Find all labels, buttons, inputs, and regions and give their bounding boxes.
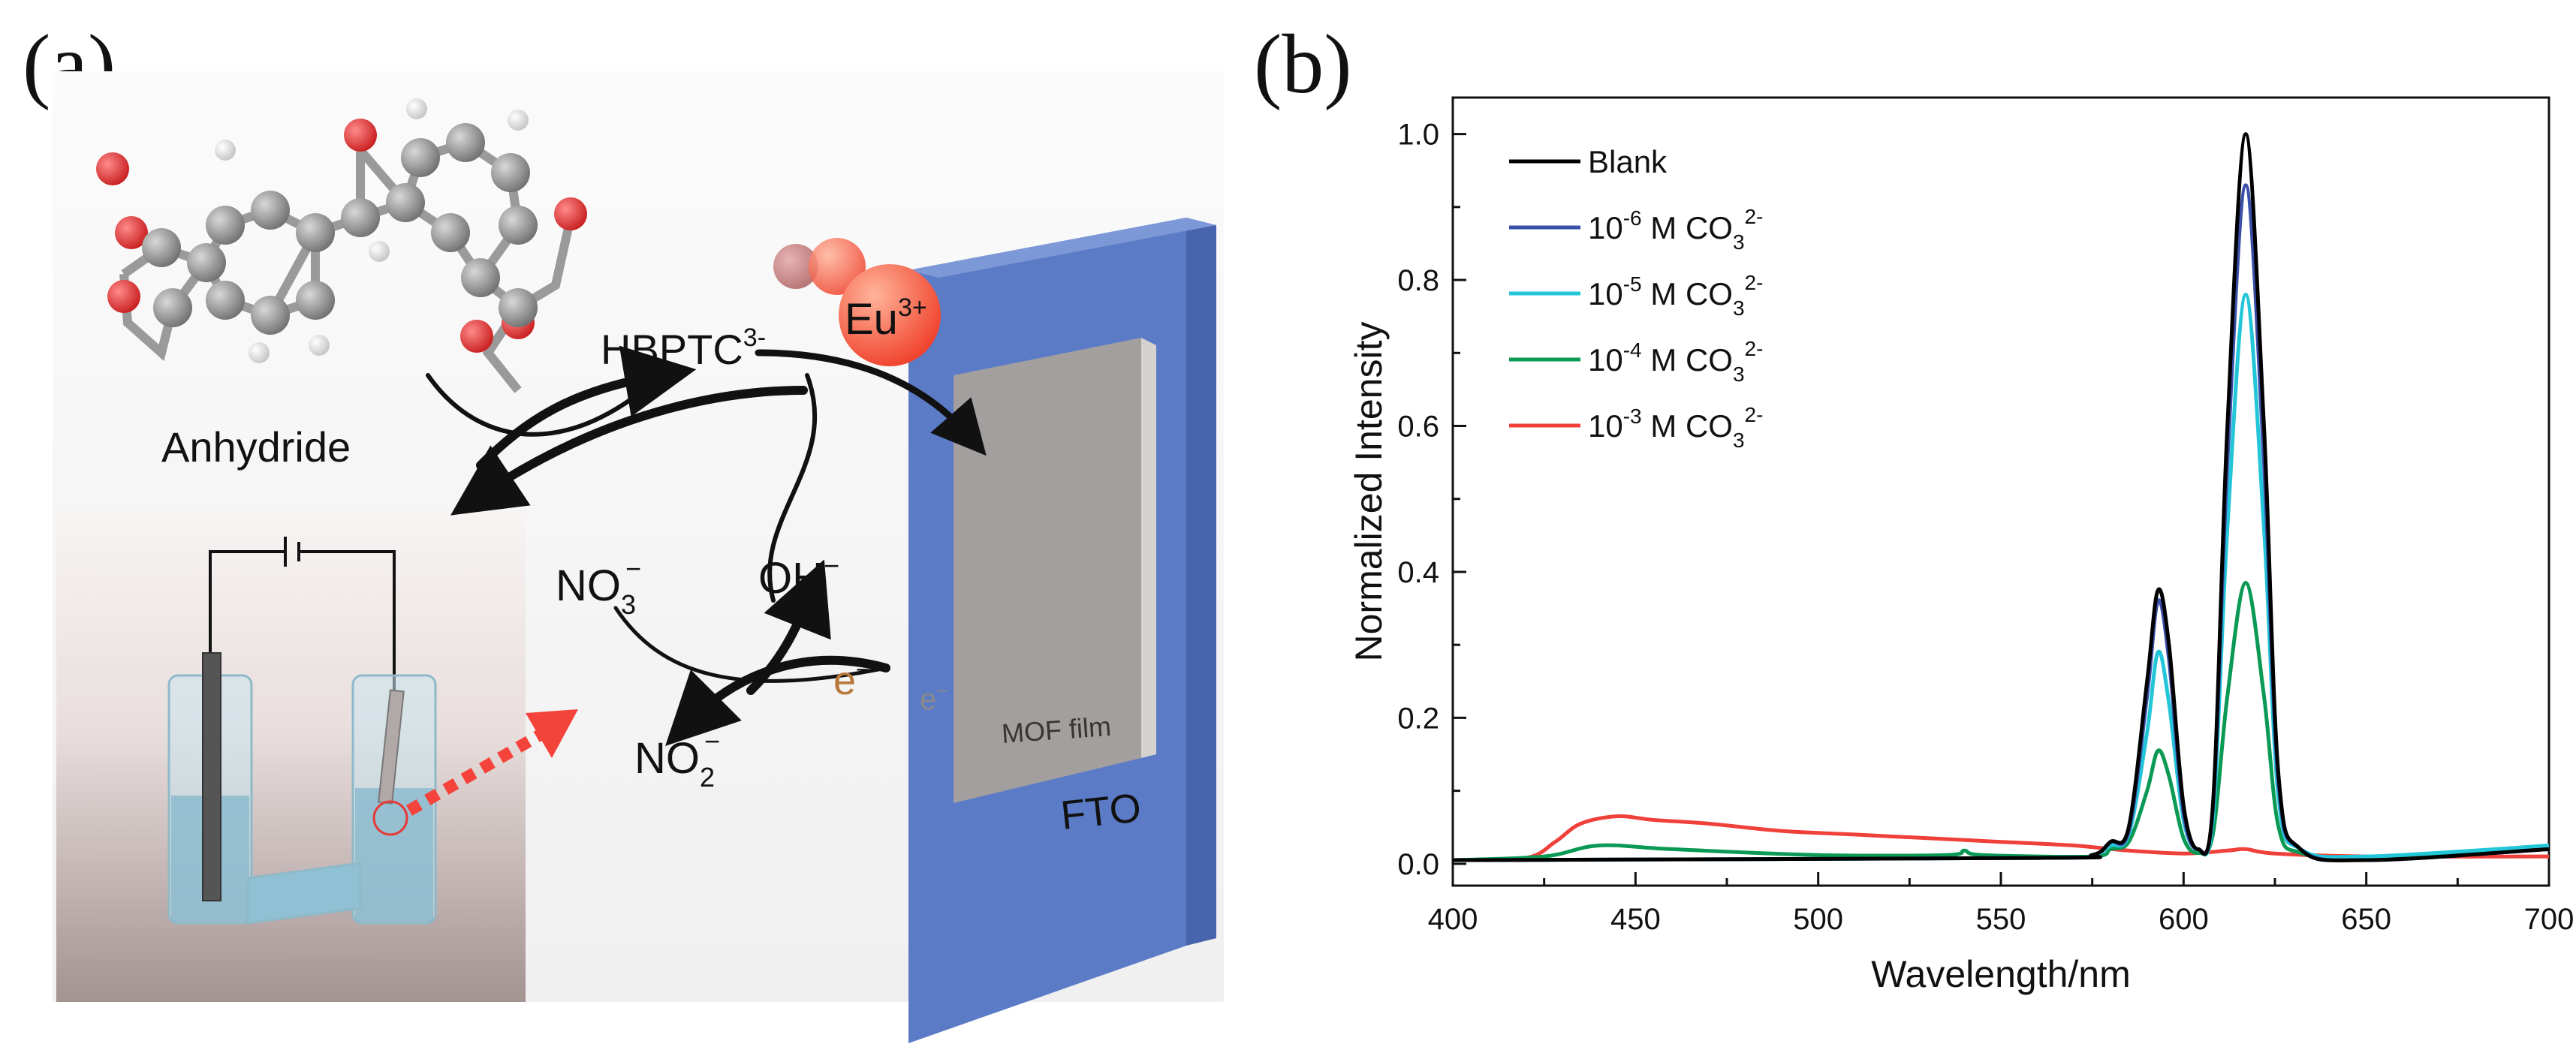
legend-entry: 10-3 M CO32- <box>1588 403 1763 452</box>
y-tick-label: 0.0 <box>1397 848 1439 881</box>
x-tick-label: 600 <box>2159 903 2209 936</box>
panel-b-label: (b) <box>1254 18 1352 111</box>
electron-small-label: e− <box>920 679 948 716</box>
anhydride-atoms <box>96 98 587 363</box>
x-tick-label: 500 <box>1793 903 1843 936</box>
y-axis-label: Normalized Intensity <box>1348 322 1390 662</box>
anhydride-label: Anhydride <box>161 423 351 471</box>
mof-film-label: MOF film <box>1001 711 1112 749</box>
x-tick-label: 450 <box>1610 903 1661 936</box>
oh-label: OH− <box>758 550 839 603</box>
series-line-2 <box>1452 293 2550 862</box>
series-line-0 <box>1452 132 2550 862</box>
x-tick-label: 550 <box>1976 903 2026 936</box>
panel-a-schematic: HBPTC3- Eu3+ Anhydride NO3− OH− NO2− e− … <box>53 71 1224 1043</box>
y-tick-label: 0.6 <box>1397 411 1439 444</box>
legend-entry: 10-5 M CO32- <box>1588 271 1763 320</box>
no2-label: NO2− <box>634 726 720 793</box>
no3-label: NO3− <box>556 553 641 620</box>
x-tick-label: 700 <box>2524 903 2574 936</box>
circuit-wires <box>209 537 396 690</box>
eu-label: Eu3+ <box>845 293 927 344</box>
legend-entry: Blank <box>1588 144 1668 179</box>
x-tick-label: 400 <box>1428 903 1478 936</box>
legend-entry: 10-4 M CO32- <box>1588 337 1763 386</box>
zoom-arrow-head <box>526 709 578 758</box>
electron-label: e− <box>833 656 870 703</box>
series-line-3 <box>1452 581 2550 862</box>
y-tick-label: 1.0 <box>1397 119 1439 152</box>
fto-label: FTO <box>1059 785 1143 838</box>
anode-electrode <box>202 652 221 901</box>
u-tube-cell <box>167 652 437 925</box>
legend-entry: 10-6 M CO32- <box>1588 205 1763 254</box>
fto-electrode <box>908 218 1216 1043</box>
highlight-circle <box>372 800 408 836</box>
series-line-4 <box>1452 814 2550 862</box>
zoom-arrow <box>405 723 556 816</box>
emission-spectrum-chart: 400 450 500 550 600 650 7000.00.20.40.60.81.0 … <box>1348 96 2574 995</box>
y-tick-label: 0.8 <box>1397 264 1439 297</box>
mof-film <box>954 338 1141 803</box>
electrochemical-cell-box <box>56 510 526 1002</box>
y-tick-label: 0.2 <box>1397 702 1439 735</box>
x-tick-label: 650 <box>2341 903 2391 936</box>
chart-legend: Blank 10-6 M CO32- 10-5 M CO32- 10-4 M CO32… <box>1509 144 1763 452</box>
hbptc-label: HBPTC3- <box>601 323 766 373</box>
reaction-arrows <box>426 345 987 746</box>
eu-ion <box>773 238 941 366</box>
y-tick-label: 0.4 <box>1397 556 1439 589</box>
x-axis-label: Wavelength/nm <box>1871 953 2131 995</box>
